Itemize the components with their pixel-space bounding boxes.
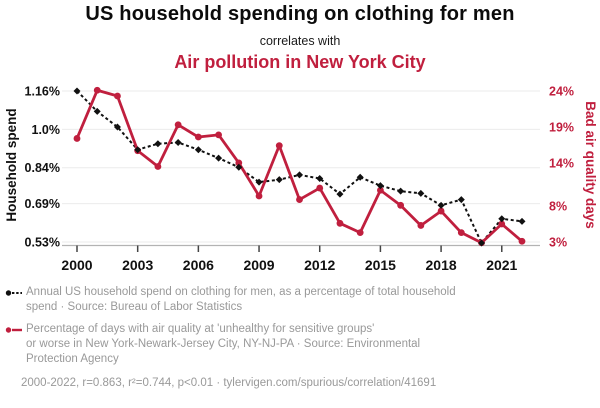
air-quality-line: [75, 88, 523, 245]
svg-text:2000: 2000: [61, 257, 92, 273]
legend-line: Percentage of days with air quality at '…: [26, 323, 375, 335]
svg-text:2006: 2006: [183, 257, 214, 273]
x-axis: 2000 2003 2006 2009 2012 2015 2018 2021: [61, 244, 540, 273]
svg-text:2009: 2009: [243, 257, 274, 273]
svg-text:2012: 2012: [304, 257, 335, 273]
svg-text:2021: 2021: [486, 257, 517, 273]
household-spend-markers: [73, 87, 526, 247]
household-series-marker-icon: [5, 290, 22, 296]
stats-and-source-line: 2000-2022, r=0.863, r²=0.744, p<0.01 · t…: [21, 377, 437, 389]
legend-line: Annual US household spend on clothing fo…: [26, 286, 456, 298]
line-chart: Household spend Bad air quality days 200…: [4, 85, 598, 274]
svg-text:2003: 2003: [122, 257, 153, 273]
correlates-with-label: correlates with: [259, 34, 341, 48]
legend-line: spend · Source: Bureau of Labor Statisti…: [26, 301, 243, 313]
legend-line: or worse in New York-Newark-Jersey City,…: [26, 338, 421, 350]
svg-text:1.0%: 1.0%: [32, 123, 61, 137]
right-axis-tick-labels: 24% 19% 14% 8% 3%: [549, 85, 574, 250]
svg-text:3%: 3%: [549, 236, 567, 250]
page-title: US household spending on clothing for me…: [85, 3, 515, 25]
caption-block: Annual US household spend on clothing fo…: [5, 285, 593, 391]
svg-text:0.53%: 0.53%: [25, 236, 60, 250]
svg-text:14%: 14%: [549, 156, 574, 170]
chart-titles: US household spending on clothing for me…: [0, 0, 600, 73]
air-quality-series-marker-icon: [5, 327, 22, 333]
svg-text:8%: 8%: [549, 200, 567, 214]
svg-text:19%: 19%: [549, 120, 574, 134]
svg-text:2015: 2015: [365, 257, 396, 273]
right-axis-title: Bad air quality days: [583, 101, 598, 229]
svg-text:1.16%: 1.16%: [25, 85, 60, 99]
legend-household: Annual US household spend on clothing fo…: [5, 285, 593, 315]
secondary-title: Air pollution in New York City: [174, 52, 426, 72]
svg-text:0.69%: 0.69%: [25, 197, 60, 211]
left-axis-title: Household spend: [4, 108, 19, 221]
svg-text:0.84%: 0.84%: [25, 161, 60, 175]
legend-air-quality-text: Percentage of days with air quality at '…: [26, 322, 420, 367]
svg-text:24%: 24%: [549, 85, 574, 99]
air-quality-markers: [73, 86, 526, 247]
legend-air-quality: Percentage of days with air quality at '…: [5, 322, 593, 367]
legend-household-text: Annual US household spend on clothing fo…: [26, 285, 456, 315]
legend-line: Protection Agency: [26, 353, 119, 365]
left-axis-tick-labels: 1.16% 1.0% 0.84% 0.69% 0.53%: [25, 85, 60, 250]
household-spend-line: [76, 90, 523, 245]
gridlines: [62, 90, 540, 243]
svg-text:2018: 2018: [426, 257, 457, 273]
